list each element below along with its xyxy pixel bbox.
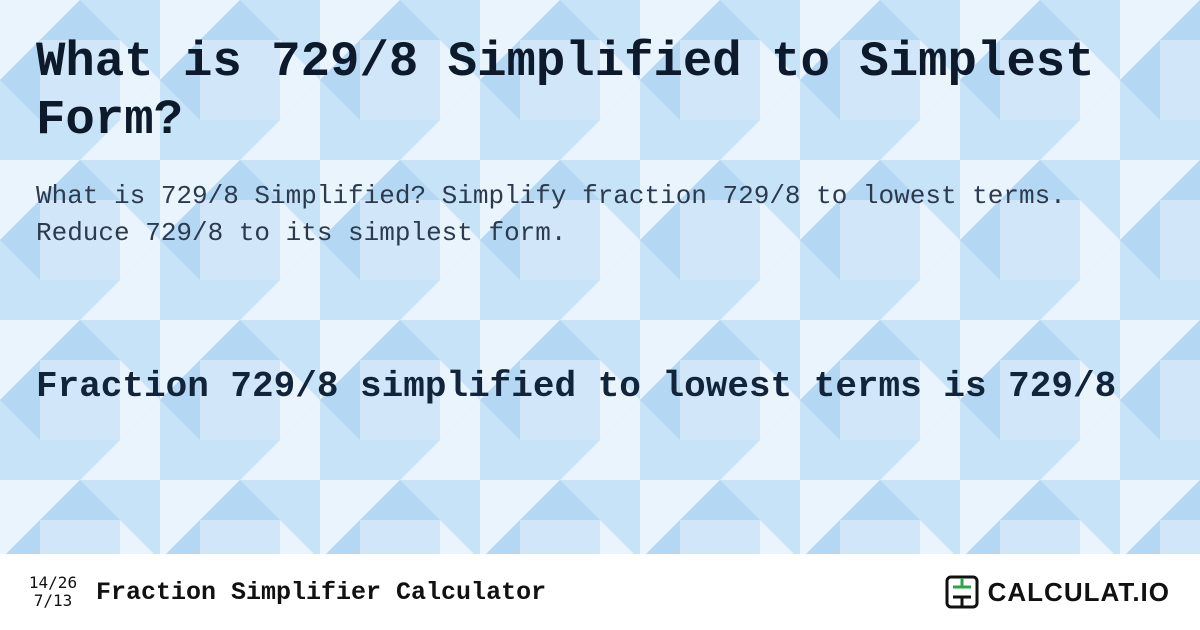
brand-name: CALCULAT.IO xyxy=(988,577,1170,608)
fraction-icon-top: 14/26 xyxy=(24,574,82,592)
brand-logo-icon xyxy=(944,574,980,610)
footer-label: Fraction Simplifier Calculator xyxy=(96,578,944,607)
fraction-icon: 14/26 7/13 xyxy=(24,574,82,611)
brand: CALCULAT.IO xyxy=(944,574,1170,610)
fraction-icon-bottom: 7/13 xyxy=(24,592,82,610)
main-content: What is 729/8 Simplified to Simplest For… xyxy=(0,0,1200,412)
page-title: What is 729/8 Simplified to Simplest For… xyxy=(36,34,1164,150)
result-heading: Fraction 729/8 simplified to lowest term… xyxy=(36,363,1164,412)
page-description: What is 729/8 Simplified? Simplify fract… xyxy=(36,178,1164,253)
footer-bar: 14/26 7/13 Fraction Simplifier Calculato… xyxy=(0,554,1200,630)
